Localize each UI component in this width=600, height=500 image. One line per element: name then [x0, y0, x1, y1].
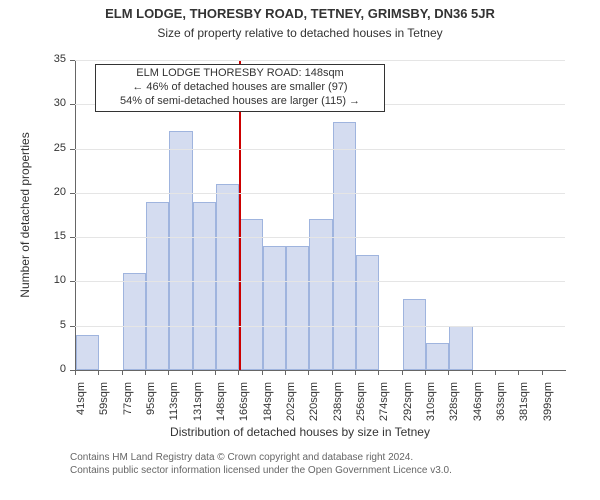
xtick-label: 310sqm — [425, 382, 437, 432]
xtick-label: 399sqm — [542, 382, 554, 432]
xtick-label: 363sqm — [495, 382, 507, 432]
ytick-mark — [70, 326, 75, 327]
chart-container: { "chart": { "type": "histogram", "title… — [0, 0, 600, 500]
histogram-bar — [426, 343, 449, 370]
chart-subtitle: Size of property relative to detached ho… — [0, 26, 600, 40]
xtick-label: 202sqm — [285, 382, 297, 432]
xtick-mark — [355, 370, 356, 375]
xtick-mark — [518, 370, 519, 375]
xtick-label: 131sqm — [192, 382, 204, 432]
xtick-mark — [215, 370, 216, 375]
xtick-mark — [122, 370, 123, 375]
xtick-mark — [75, 370, 76, 375]
gridline — [75, 326, 565, 327]
gridline — [75, 149, 565, 150]
histogram-bar — [123, 273, 146, 370]
xtick-mark — [402, 370, 403, 375]
ytick-mark — [70, 281, 75, 282]
histogram-bar — [76, 335, 99, 370]
y-axis-label: Number of detached properties — [18, 60, 32, 370]
xtick-mark — [285, 370, 286, 375]
gridline — [75, 193, 565, 194]
ytick-label: 0 — [40, 363, 66, 375]
xtick-label: 346sqm — [472, 382, 484, 432]
annotation-box: ELM LODGE THORESBY ROAD: 148sqm← 46% of … — [95, 64, 385, 112]
xtick-mark — [192, 370, 193, 375]
gridline — [75, 237, 565, 238]
ytick-label: 10 — [40, 274, 66, 286]
xtick-mark — [308, 370, 309, 375]
gridline — [75, 281, 565, 282]
xtick-mark — [238, 370, 239, 375]
xtick-mark — [472, 370, 473, 375]
ytick-label: 15 — [40, 230, 66, 242]
xtick-label: 184sqm — [262, 382, 274, 432]
xtick-label: 59sqm — [98, 382, 110, 432]
annotation-line-1: ELM LODGE THORESBY ROAD: 148sqm — [100, 67, 380, 81]
histogram-bar — [263, 246, 286, 370]
ytick-label: 30 — [40, 97, 66, 109]
xtick-mark — [262, 370, 263, 375]
histogram-bar — [146, 202, 169, 370]
histogram-bar — [309, 219, 332, 370]
xtick-label: 238sqm — [332, 382, 344, 432]
xtick-mark — [332, 370, 333, 375]
xtick-label: 381sqm — [518, 382, 530, 432]
xtick-label: 292sqm — [402, 382, 414, 432]
footer: Contains HM Land Registry data © Crown c… — [0, 452, 600, 477]
xtick-mark — [378, 370, 379, 375]
histogram-bar — [286, 246, 309, 370]
xtick-label: 274sqm — [378, 382, 390, 432]
xtick-label: 77sqm — [122, 382, 134, 432]
xtick-mark — [425, 370, 426, 375]
xtick-mark — [448, 370, 449, 375]
xtick-mark — [495, 370, 496, 375]
histogram-bar — [403, 299, 426, 370]
xtick-label: 41sqm — [75, 382, 87, 432]
annotation-line-3: 54% of semi-detached houses are larger (… — [100, 95, 380, 109]
xtick-label: 328sqm — [448, 382, 460, 432]
gridline — [75, 60, 565, 61]
xtick-mark — [145, 370, 146, 375]
histogram-bar — [333, 122, 356, 370]
chart-title: ELM LODGE, THORESBY ROAD, TETNEY, GRIMSB… — [0, 6, 600, 21]
xtick-label: 256sqm — [355, 382, 367, 432]
ytick-mark — [70, 104, 75, 105]
histogram-bar — [216, 184, 239, 370]
footer-line-2: Contains public sector information licen… — [0, 465, 600, 478]
ytick-mark — [70, 193, 75, 194]
xtick-mark — [98, 370, 99, 375]
histogram-bar — [239, 219, 262, 370]
xtick-label: 95sqm — [145, 382, 157, 432]
histogram-bar — [356, 255, 379, 370]
histogram-bar — [169, 131, 192, 370]
x-axis-label: Distribution of detached houses by size … — [0, 425, 600, 439]
ytick-mark — [70, 237, 75, 238]
xtick-mark — [168, 370, 169, 375]
annotation-line-2: ← 46% of detached houses are smaller (97… — [100, 81, 380, 95]
xtick-label: 148sqm — [215, 382, 227, 432]
xtick-mark — [542, 370, 543, 375]
ytick-mark — [70, 149, 75, 150]
ytick-label: 35 — [40, 53, 66, 65]
xtick-label: 220sqm — [308, 382, 320, 432]
histogram-bar — [449, 326, 472, 370]
ytick-label: 5 — [40, 319, 66, 331]
xtick-label: 113sqm — [168, 382, 180, 432]
ytick-label: 20 — [40, 186, 66, 198]
histogram-bar — [193, 202, 216, 370]
ytick-mark — [70, 60, 75, 61]
ytick-label: 25 — [40, 142, 66, 154]
footer-line-1: Contains HM Land Registry data © Crown c… — [0, 452, 600, 465]
xtick-label: 166sqm — [238, 382, 250, 432]
